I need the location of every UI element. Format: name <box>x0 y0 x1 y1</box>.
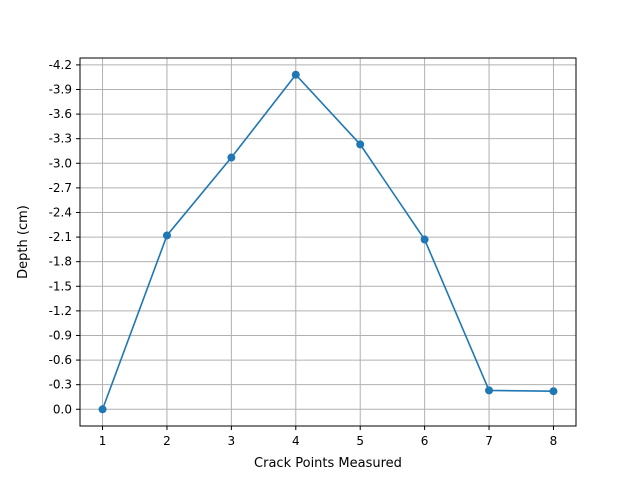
y-tick-label: -1.8 <box>49 255 72 269</box>
x-tick-label: 6 <box>421 434 429 448</box>
y-tick-label: -3.0 <box>49 156 72 170</box>
x-tick-label: 4 <box>292 434 300 448</box>
y-tick-label: -0.3 <box>49 378 72 392</box>
y-tick-label: -2.4 <box>49 205 72 219</box>
y-tick-label: -2.1 <box>49 230 72 244</box>
data-point <box>291 70 300 79</box>
data-point <box>98 405 107 414</box>
y-tick-label: -0.6 <box>49 353 72 367</box>
y-tick-label: -3.6 <box>49 107 72 121</box>
series-line <box>101 73 554 410</box>
x-tick-label: 8 <box>550 434 558 448</box>
data-point <box>485 386 494 395</box>
data-point <box>356 140 365 149</box>
data-point <box>549 387 558 396</box>
y-tick-label: -3.3 <box>49 132 72 146</box>
y-axis-label: Depth (cm) <box>16 205 31 279</box>
x-tick-label: 1 <box>99 434 107 448</box>
x-axis-label: Crack Points Measured <box>254 456 402 471</box>
series-layer <box>98 70 558 414</box>
y-tick-label: -1.2 <box>49 304 72 318</box>
x-tick-label: 3 <box>228 434 236 448</box>
plot-frame <box>79 57 577 427</box>
y-tick-label: -4.2 <box>49 58 72 72</box>
y-tick-label: -3.9 <box>49 82 72 96</box>
y-tick-label: -2.7 <box>49 181 72 195</box>
y-tick-label: -0.9 <box>49 328 72 342</box>
grid <box>80 58 576 426</box>
y-tick-label: -1.5 <box>49 279 72 293</box>
y-tick-label: 0.0 <box>53 402 72 416</box>
x-tick-label: 2 <box>163 434 171 448</box>
data-point <box>420 235 429 244</box>
x-tick-label: 5 <box>356 434 364 448</box>
x-axis-ticks: 1 2 3 4 5 6 7 8 <box>99 426 558 448</box>
x-tick-label: 7 <box>485 434 493 448</box>
y-axis-ticks: 0.0 -0.3 -0.6 -0.9 -1.2 -1.5 -1.8 -2.1 -2.4 -2.7 -… <box>49 58 80 416</box>
data-point <box>227 153 236 162</box>
data-point <box>162 231 171 240</box>
